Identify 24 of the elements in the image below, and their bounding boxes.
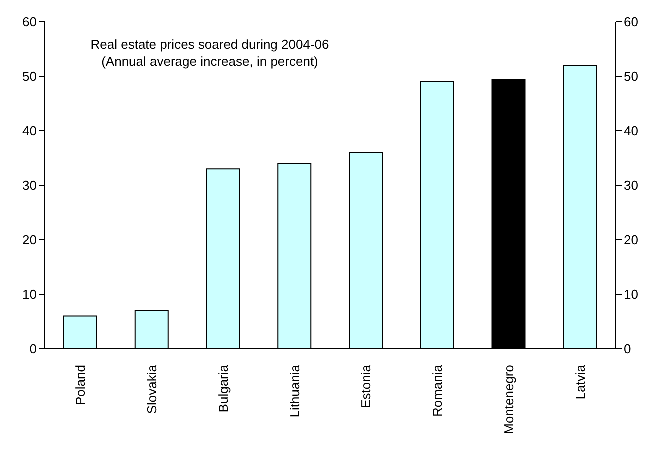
x-tick-label: Slovakia [144,364,160,414]
y2-tick-label: 60 [624,14,638,30]
y2-tick-label: 20 [624,232,638,248]
y-tick-label: 50 [22,69,37,84]
y-tick-label: 40 [22,124,37,139]
y2-tick-label: 30 [624,178,638,194]
y2-tick-label: 0 [624,342,632,357]
text: Real estate prices soared during 2004-06 [90,36,330,53]
x-tick-label: Latvia [572,364,588,400]
y-tick-label: 30 [22,178,37,194]
y-tick-label: 10 [22,287,37,302]
y2-tick-label: 50 [624,69,638,84]
y2-tick-label: 40 [624,124,638,139]
y2-tick-label: 10 [624,287,638,302]
text: (Annual average increase, in percent) [100,53,320,70]
x-tick-label: Estonia [358,364,374,408]
y-tick-label: 0 [30,342,37,357]
x-tick-label: Bulgaria [216,364,231,413]
x-tick-label: Poland [73,365,88,406]
x-tick-label: Romania [430,364,446,418]
y-tick-label: 20 [22,232,37,248]
x-tick-label: Montenegro [501,365,516,434]
x-tick-label: Lithuania [287,364,302,418]
y-tick-label: 60 [22,14,37,30]
